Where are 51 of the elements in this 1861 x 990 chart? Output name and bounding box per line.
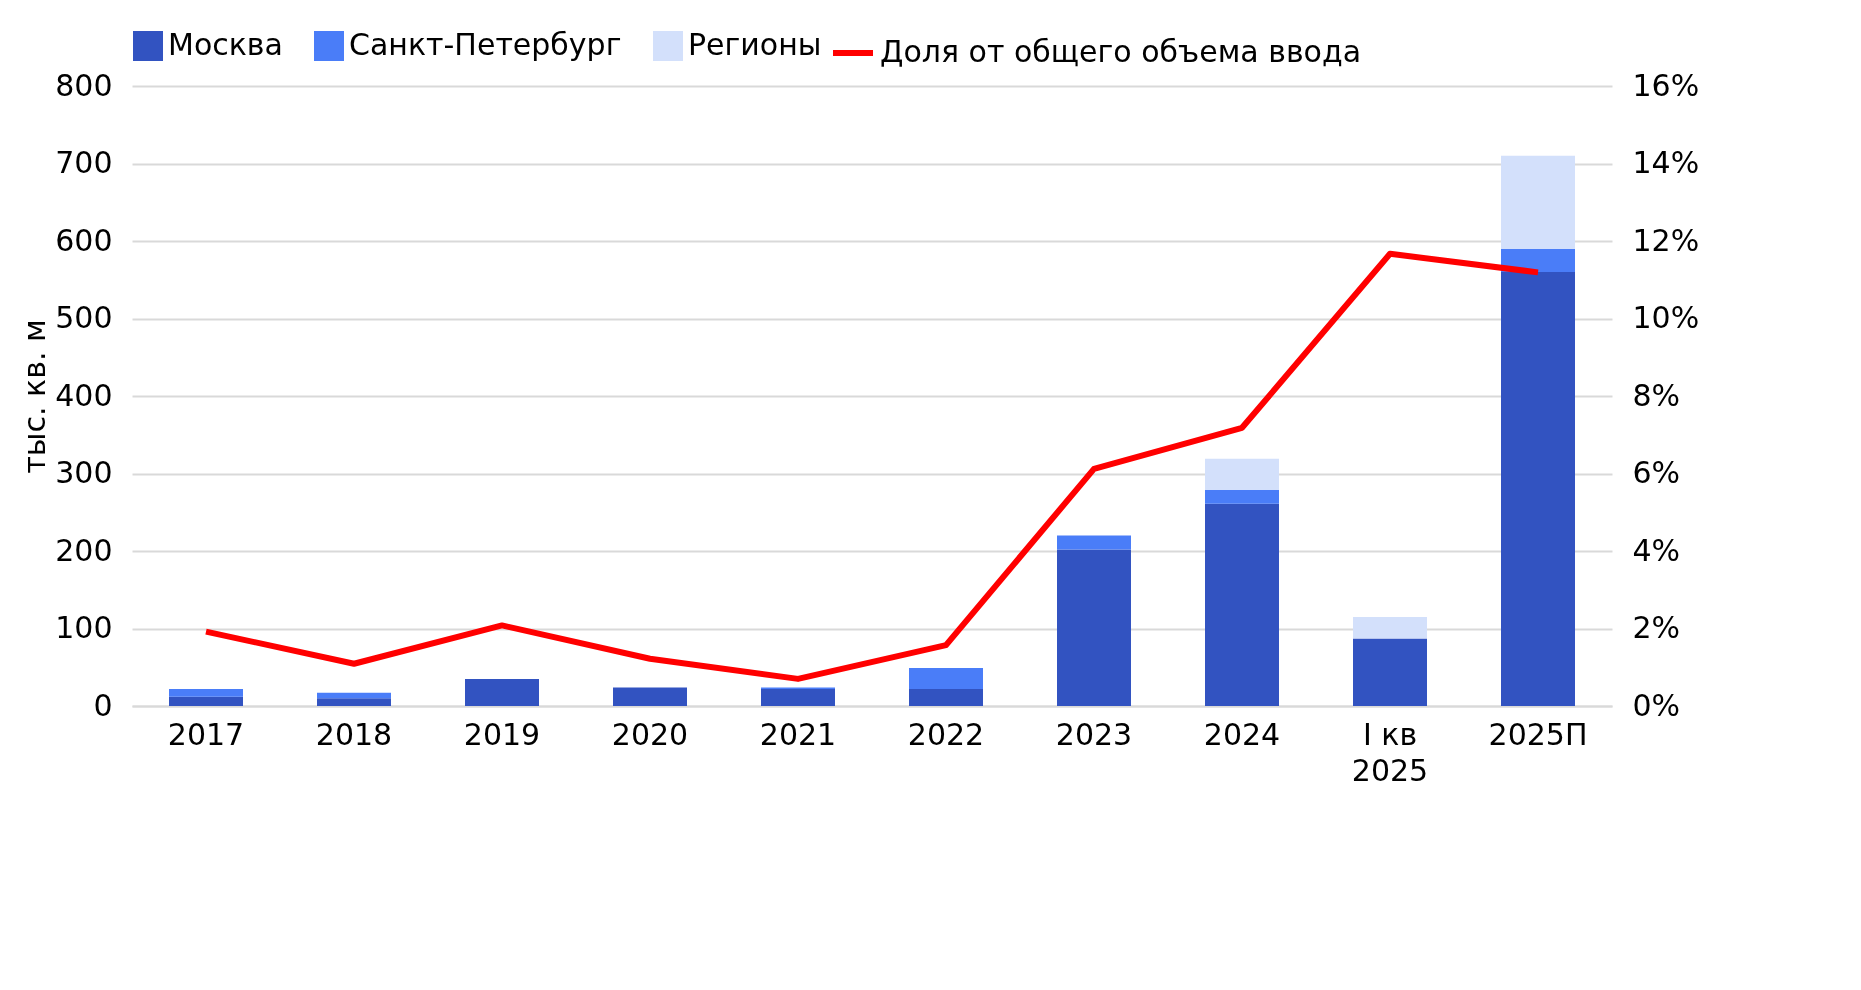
bar [761,688,835,706]
x-tick-label: I кв 2025 [1351,716,1429,788]
bar [465,678,539,706]
y-tick-label: 600 [55,222,113,258]
bar [1057,535,1131,550]
x-tick-label: 2020 [611,716,689,752]
bar [909,688,983,706]
bar [1353,638,1427,706]
x-tick-label: 2023 [1055,716,1133,752]
y2-tick-label: 16% [1632,67,1700,103]
y2-tick-label: 10% [1632,300,1700,335]
y-tick-label: 200 [55,532,113,568]
y2-tick-label: 8% [1632,377,1681,413]
y-tick-label: 0 [93,687,113,723]
x-tick-label: 2021 [759,716,837,752]
y-tick-label: 300 [55,455,113,490]
bar [169,696,243,706]
y2-tick-label: 14% [1632,145,1700,180]
legend-label: Доля от общего объема ввода [880,34,1362,69]
y2-tick-label: 0% [1632,687,1681,723]
y2-tick-label: 4% [1632,532,1681,568]
y-tick-label: 100 [55,610,113,645]
bar [1353,616,1427,639]
bar [1205,458,1279,490]
bar [909,668,983,689]
bar [169,688,243,697]
bar [1205,489,1279,504]
y-tick-label: 800 [55,67,113,103]
y-tick-label: 500 [55,300,113,335]
bar [1501,155,1575,249]
bar [1205,503,1279,706]
legend-label: Регионы [688,27,822,62]
x-tick-label: 2022 [907,716,985,752]
y2-tick-label: 12% [1632,222,1700,258]
y-tick-label: 700 [55,145,113,180]
y-axis-title: тыс. кв. м [17,319,53,474]
y2-tick-label: 2% [1632,610,1681,645]
x-tick-label: 2025П [1488,716,1588,752]
x-tick-label: 2017 [167,716,245,752]
y2-tick-label: 6% [1632,455,1681,490]
bar [1057,549,1131,706]
legend-label: Москва [168,27,283,62]
bar [613,687,687,706]
y-tick-label: 400 [55,377,113,413]
bar [317,692,391,699]
x-tick-label: 2024 [1203,716,1281,752]
bar [1501,272,1575,706]
x-tick-label: 2018 [315,716,393,752]
bar [317,698,391,706]
x-tick-label: 2019 [463,716,541,752]
legend-label: Санкт-Петербург [349,27,622,62]
